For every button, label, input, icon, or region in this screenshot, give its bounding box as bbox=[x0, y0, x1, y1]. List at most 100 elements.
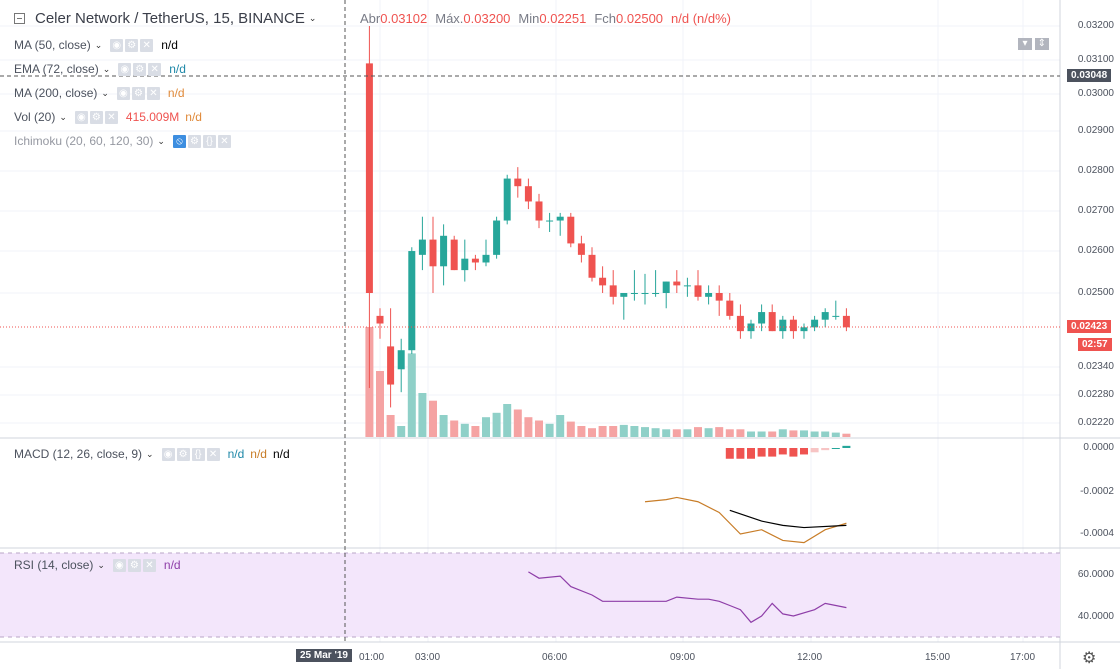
crosshair-price-tag: 0.03048 bbox=[1067, 69, 1112, 82]
close-icon[interactable]: ✕ bbox=[217, 134, 231, 148]
candle-body bbox=[842, 315, 850, 328]
high-value: 0.03200 bbox=[463, 11, 511, 26]
chevron-down-icon[interactable]: ⌄ bbox=[94, 39, 103, 50]
macd-histogram-bar bbox=[736, 448, 745, 459]
time-tick: 09:00 bbox=[670, 652, 696, 663]
chevron-down-icon[interactable]: ⌄ bbox=[59, 111, 67, 122]
candle-body bbox=[652, 293, 660, 294]
volume-bar bbox=[736, 429, 745, 437]
volume-bar bbox=[800, 430, 808, 437]
indicator-controls[interactable]: ◉ ⚙{} ✕ bbox=[161, 447, 222, 461]
eye-icon[interactable]: ◉ bbox=[74, 110, 88, 124]
macd-signal-value: n/d bbox=[250, 447, 267, 461]
volume-bar bbox=[386, 415, 395, 437]
gear-icon[interactable]: ⚙ bbox=[176, 447, 190, 461]
volume-bar bbox=[683, 429, 692, 437]
eye-icon[interactable]: ◉ bbox=[116, 86, 130, 100]
braces-icon[interactable]: {} bbox=[191, 447, 205, 461]
volume-bar bbox=[535, 420, 543, 437]
volume-bar bbox=[566, 421, 575, 437]
volume-bar bbox=[715, 427, 724, 437]
eye-icon[interactable]: ◉ bbox=[112, 558, 126, 572]
close-icon[interactable]: ✕ bbox=[146, 86, 160, 100]
close-icon[interactable]: ✕ bbox=[142, 558, 156, 572]
rsi-band bbox=[0, 553, 1060, 637]
eye-icon[interactable]: ◉ bbox=[161, 447, 175, 461]
candle-body bbox=[736, 315, 744, 332]
volume-bar bbox=[831, 432, 840, 437]
chevron-down-icon[interactable]: ⌄ bbox=[102, 63, 111, 74]
chevron-down-icon[interactable]: ⌄ bbox=[101, 87, 109, 98]
close-icon[interactable]: ✕ bbox=[206, 447, 220, 461]
chevron-down-icon[interactable]: ▾ bbox=[1018, 38, 1032, 50]
eye-icon[interactable]: ◉ bbox=[110, 38, 124, 52]
chevron-updown-icon[interactable]: ⇕ bbox=[1034, 38, 1049, 50]
price-tick: 0.02500 bbox=[1077, 287, 1114, 298]
candle-body bbox=[694, 285, 702, 297]
indicator-controls[interactable]: ◉ ⚙ ✕ bbox=[118, 62, 163, 76]
chevron-down-icon[interactable]: ⌄ bbox=[146, 448, 154, 459]
volume-bar bbox=[821, 431, 830, 437]
volume-bar bbox=[577, 426, 586, 437]
volume-bar bbox=[609, 426, 618, 437]
legend-ma200[interactable]: MA (200, close) ⌄ ◉ ⚙ ✕ n/d bbox=[14, 85, 185, 101]
chevron-down-icon[interactable]: ⌄ bbox=[157, 135, 165, 146]
legend-rsi[interactable]: RSI (14, close) ⌄ ◉ ⚙ ✕ n/d bbox=[14, 557, 181, 573]
price-tick: 0.02340 bbox=[1077, 361, 1114, 372]
indicator-controls[interactable]: ◉ ⚙ ✕ bbox=[110, 38, 155, 52]
gear-icon[interactable]: ⚙ bbox=[89, 110, 103, 124]
legend-macd[interactable]: MACD (12, 26, close, 9) ⌄ ◉ ⚙{} ✕ n/d n/d n… bbox=[14, 446, 290, 462]
macd-histogram-bar bbox=[789, 448, 798, 457]
scroll-controls[interactable]: ▾ ⇕ bbox=[1018, 38, 1049, 50]
time-tick: 15:00 bbox=[925, 652, 951, 663]
candle-body bbox=[365, 63, 373, 293]
close-icon[interactable]: ✕ bbox=[104, 110, 118, 124]
close-icon[interactable]: ✕ bbox=[140, 38, 154, 52]
legend-ema72[interactable]: EMA (72, close) ⌄ ◉ ⚙ ✕ n/d bbox=[14, 61, 186, 77]
high-label: Máx. bbox=[435, 11, 464, 26]
price-tick: 0.02220 bbox=[1077, 417, 1114, 428]
indicator-controls[interactable]: ◉ ⚙ ✕ bbox=[74, 110, 120, 124]
eye-off-icon[interactable]: ⦸ bbox=[172, 134, 186, 148]
macd-label: MACD (12, 26, close, 9) bbox=[14, 447, 143, 461]
gear-icon[interactable]: ⚙ bbox=[187, 134, 201, 148]
price-tick: 0.03200 bbox=[1077, 20, 1114, 31]
braces-icon[interactable]: {} bbox=[202, 134, 216, 148]
macd-histogram-bar bbox=[747, 448, 755, 459]
volume-bar bbox=[747, 431, 755, 437]
eye-icon[interactable]: ◉ bbox=[118, 62, 132, 76]
candle-body bbox=[768, 312, 776, 332]
macd-histogram-bar bbox=[768, 448, 777, 457]
indicator-controls[interactable]: ◉ ⚙ ✕ bbox=[116, 86, 162, 100]
indicator-controls[interactable]: ⦸ ⚙{} ✕ bbox=[172, 134, 233, 148]
macd-tick: -0.0004 bbox=[1080, 528, 1114, 539]
gear-icon[interactable]: ⚙ bbox=[1082, 650, 1097, 667]
rsi-tick: 60.0000 bbox=[1077, 569, 1114, 580]
chevron-down-icon[interactable]: ⌄ bbox=[308, 13, 317, 23]
macd-tick: -0.0002 bbox=[1080, 486, 1114, 497]
symbol-name[interactable]: Celer Network / TetherUS bbox=[35, 10, 205, 27]
legend-vol[interactable]: Vol (20) ⌄ ◉ ⚙ ✕ 415.009M n/d bbox=[14, 109, 202, 125]
volume-bar bbox=[672, 429, 681, 437]
candle-body bbox=[440, 235, 448, 267]
candle-body bbox=[630, 293, 638, 294]
legend-ichimoku[interactable]: Ichimoku (20, 60, 120, 30) ⌄ ⦸ ⚙{} ✕ bbox=[14, 133, 233, 149]
gear-icon[interactable]: ⚙ bbox=[131, 86, 145, 100]
gear-icon[interactable]: ⚙ bbox=[127, 558, 141, 572]
candle-body bbox=[387, 346, 395, 385]
volume-bar bbox=[545, 423, 554, 437]
macd-histogram-bar bbox=[810, 448, 819, 453]
candle-body bbox=[418, 239, 426, 255]
gear-icon[interactable]: ⚙ bbox=[133, 62, 147, 76]
macd-hist-value: n/d bbox=[227, 447, 245, 461]
collapse-icon[interactable] bbox=[14, 13, 25, 24]
chevron-down-icon[interactable]: ⌄ bbox=[97, 559, 105, 570]
volume-bar bbox=[768, 431, 777, 437]
candle-body bbox=[588, 254, 596, 278]
gear-icon[interactable]: ⚙ bbox=[125, 38, 139, 52]
close-icon[interactable]: ✕ bbox=[148, 62, 162, 76]
legend-ma50[interactable]: MA (50, close) ⌄ ◉ ⚙ ✕ n/d bbox=[14, 37, 178, 53]
interval[interactable]: 15 bbox=[213, 10, 230, 27]
indicator-controls[interactable]: ◉ ⚙ ✕ bbox=[112, 558, 158, 572]
